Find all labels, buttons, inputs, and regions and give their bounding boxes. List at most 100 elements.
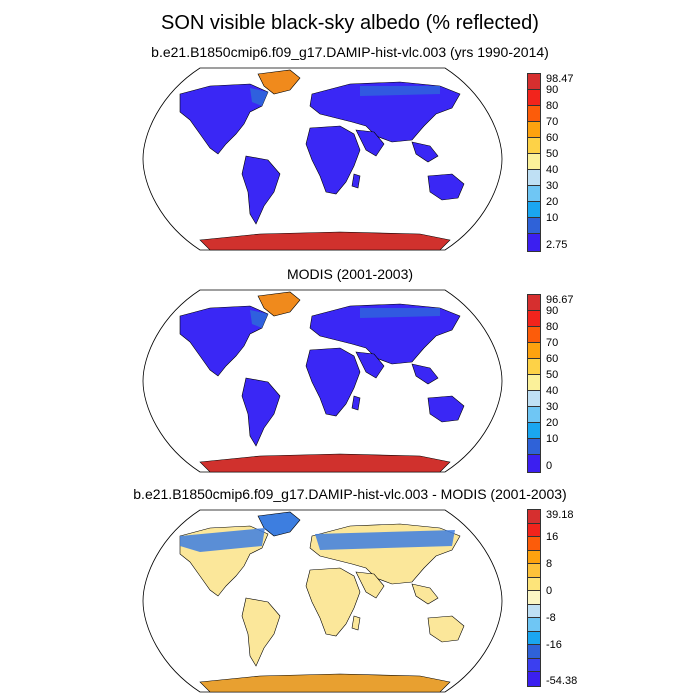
- colorbar-swatch: [527, 73, 541, 92]
- colorbar-tick-label: 40: [546, 164, 559, 176]
- arctic-canada-band: [250, 88, 268, 106]
- colorbar-tick-label: 70: [546, 116, 559, 128]
- arabiaIndia-landmass: [355, 351, 385, 379]
- southAmerica-landmass: [241, 597, 281, 667]
- figure-title: SON visible black-sky albedo (% reflecte…: [161, 12, 539, 34]
- colorbar-swatch: [527, 590, 541, 607]
- albedo-map-difference: [142, 509, 503, 693]
- colorbar-tick-label: 2.75: [546, 239, 568, 251]
- colorbar-swatch: [527, 671, 541, 688]
- colorbar-tick-label: 50: [546, 369, 559, 381]
- colorbar-tick-label: 50: [546, 148, 559, 160]
- colorbar-swatch: [527, 630, 541, 647]
- colorbar-difference: 39.18 16 8 0 -8 -16 -54.38: [527, 508, 588, 688]
- colorbar-swatch: [527, 326, 541, 345]
- seAsia-landmass: [411, 583, 439, 605]
- colorbar-swatch: [527, 89, 541, 108]
- greenland-landmass: [257, 511, 301, 537]
- northAmerica-landmass: [179, 305, 269, 377]
- colorbar-swatch: [527, 294, 541, 313]
- colorbar-swatch: [527, 358, 541, 377]
- panel-title-difference: b.e21.B1850cmip6.f09_g17.DAMIP-hist-vlc.…: [133, 486, 567, 502]
- colorbar-tick-label: 10: [546, 212, 559, 224]
- colorbar-tick-label: 90: [546, 305, 559, 317]
- arabiaIndia-landmass: [355, 571, 385, 599]
- arabiaIndia-landmass: [355, 129, 385, 157]
- colorbar-tick-label: 0: [546, 460, 553, 472]
- arctic-canada-band: [250, 310, 268, 328]
- colorbar-tick-label: 20: [546, 417, 559, 429]
- northAmerica-landmass: [179, 83, 269, 155]
- colorbar-swatch: [527, 508, 541, 526]
- colorbar-tick-label: 30: [546, 401, 559, 413]
- panel-title-modis: MODIS (2001-2003): [286, 266, 414, 282]
- colorbar-swatch: [527, 406, 541, 425]
- colorbar-tick-label: 8: [546, 558, 553, 571]
- africa-landmass: [305, 347, 361, 417]
- greenland-landmass: [257, 291, 301, 317]
- colorbar-swatch: [527, 169, 541, 188]
- colorbar-tick-label: -8: [546, 612, 556, 625]
- siberia-band: [360, 86, 440, 96]
- colorbar-swatch: [527, 342, 541, 361]
- colorbar-swatch: [527, 549, 541, 566]
- colorbar-swatch: [527, 185, 541, 204]
- colorbar-swatch: [527, 310, 541, 329]
- albedo-map-modis: [142, 289, 503, 473]
- colorbar-model: 98.47 90 80 70 60 50 40 30 20 10 2.75: [527, 73, 588, 252]
- colorbar-tick-label: 96.67: [546, 294, 574, 306]
- eurasia-negative-band: [315, 530, 455, 550]
- colorbar-swatch: [527, 233, 541, 252]
- colorbar-swatch: [527, 438, 541, 457]
- australia-landmass: [427, 395, 465, 423]
- colorbar-tick-label: 60: [546, 132, 559, 144]
- colorbar-tick-label: 39.18: [546, 509, 574, 521]
- europeAsia-landmass: [309, 303, 461, 365]
- colorbar-swatch: [527, 657, 541, 674]
- southAmerica-landmass: [241, 155, 281, 225]
- colorbar-tick-label: 30: [546, 180, 559, 192]
- colorbar-swatch: [527, 217, 541, 236]
- madagascar-landmass: [351, 395, 361, 411]
- colorbar-swatch: [527, 390, 541, 409]
- australia-landmass: [427, 615, 465, 643]
- colorbar-modis: 96.67 90 80 70 60 50 40 30 20 10 0: [527, 294, 588, 473]
- colorbar-tick-label: -16: [546, 639, 562, 652]
- panel-title-model: b.e21.B1850cmip6.f09_g17.DAMIP-hist-vlc.…: [151, 44, 549, 60]
- colorbar-tick-label: 70: [546, 337, 559, 349]
- siberia-band: [360, 308, 440, 318]
- australia-landmass: [427, 173, 465, 201]
- colorbar-swatch: [527, 137, 541, 156]
- seAsia-landmass: [411, 141, 439, 163]
- north-america-negative-band: [180, 528, 265, 552]
- colorbar-swatch: [527, 603, 541, 620]
- madagascar-landmass: [351, 615, 361, 631]
- colorbar-tick-label: 20: [546, 196, 559, 208]
- colorbar-tick-label: 60: [546, 353, 559, 365]
- colorbar-tick-label: 80: [546, 321, 559, 333]
- colorbar-swatch: [527, 536, 541, 553]
- colorbar-swatch: [527, 644, 541, 661]
- madagascar-landmass: [351, 173, 361, 189]
- colorbar-swatch: [527, 422, 541, 441]
- land-layer: [179, 69, 465, 251]
- colorbar-tick-label: 0: [546, 585, 553, 598]
- colorbar-swatch: [527, 374, 541, 393]
- colorbar-tick-label: 16: [546, 531, 559, 544]
- colorbar-tick-label: 10: [546, 433, 559, 445]
- southAmerica-landmass: [241, 377, 281, 447]
- africa-landmass: [305, 125, 361, 195]
- colorbar-swatch: [527, 105, 541, 124]
- africa-landmass: [305, 567, 361, 637]
- colorbar-swatch: [527, 153, 541, 172]
- colorbar-swatch: [527, 563, 541, 580]
- colorbar-tick-label: 98.47: [546, 73, 574, 85]
- colorbar-swatch: [527, 522, 541, 539]
- seAsia-landmass: [411, 363, 439, 385]
- colorbar-tick-label: -54.38: [546, 675, 578, 687]
- albedo-map-model: [142, 67, 503, 251]
- colorbar-tick-label: 80: [546, 100, 559, 112]
- antarctica-landmass: [199, 673, 451, 693]
- colorbar-tick-label: 90: [546, 84, 559, 96]
- europeAsia-landmass: [309, 81, 461, 143]
